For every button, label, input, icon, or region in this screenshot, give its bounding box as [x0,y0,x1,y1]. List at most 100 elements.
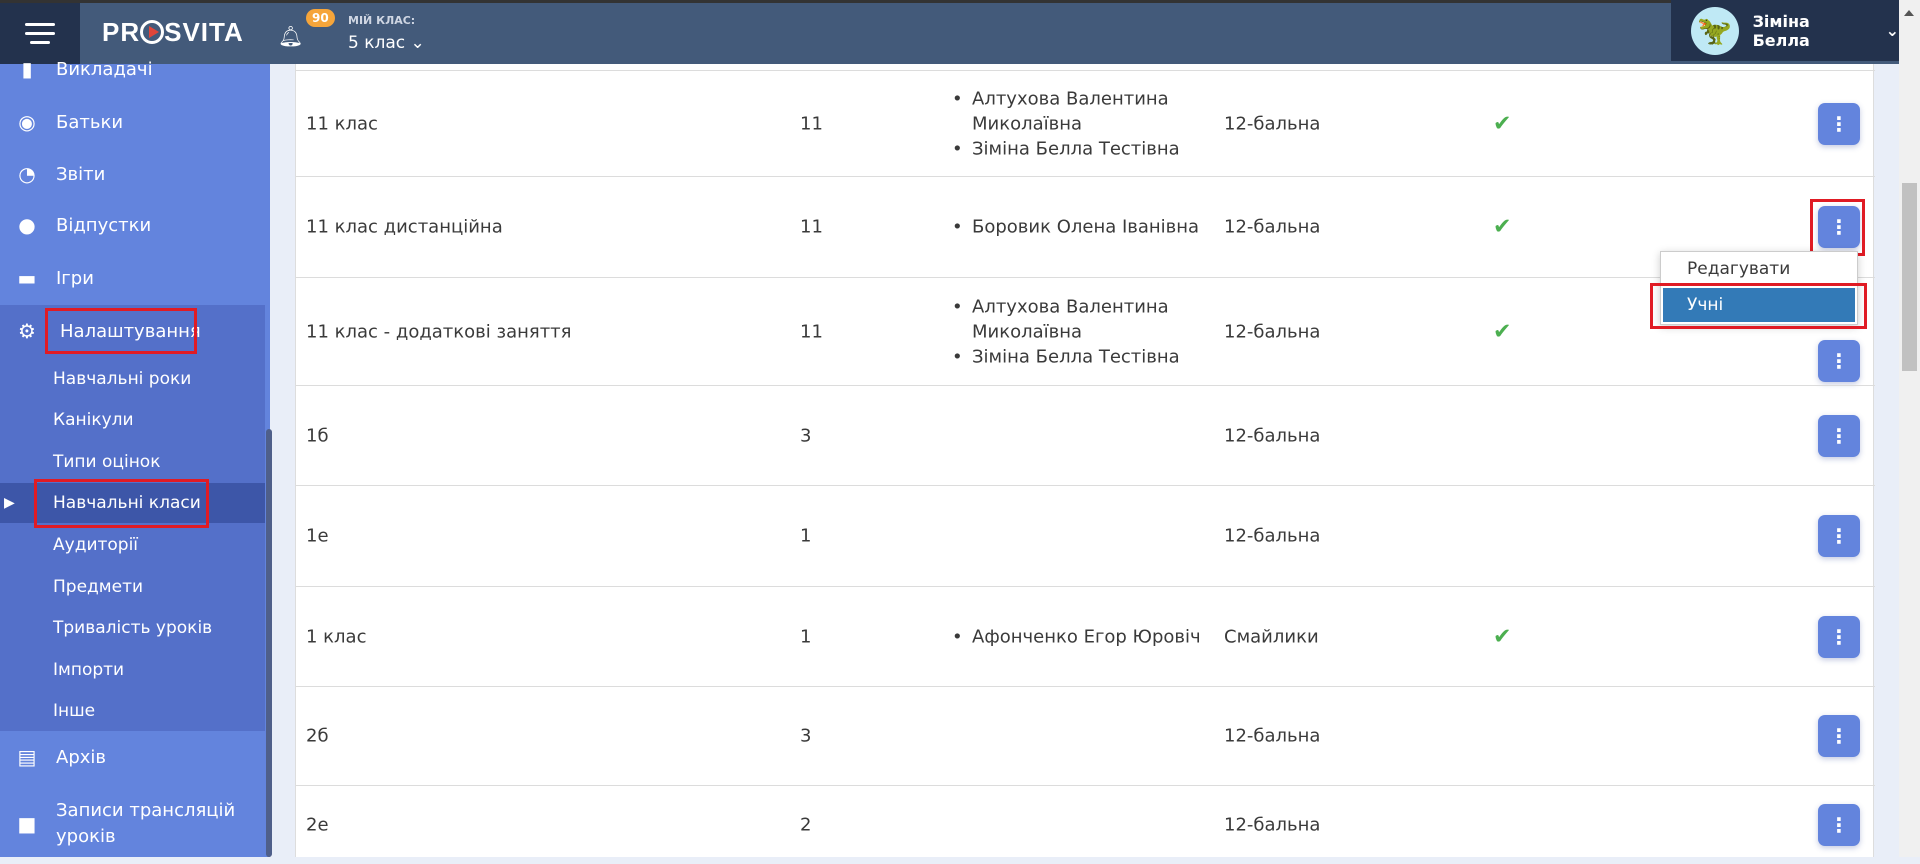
bell-icon[interactable]: 🔔︎ [278,24,304,48]
class-name: 1 клас [306,626,367,647]
row-actions-menu: Редагувати Учні [1660,251,1858,325]
sidebar-item-settings[interactable]: ⚙ Налаштування [0,313,265,349]
class-grade: 11 [800,216,823,238]
sidebar-sub-grade-types[interactable]: Типи оцінок [53,452,161,472]
table-row: 2е 2 12-бальна ⋮ [296,785,1875,864]
avatar: 🦖 [1691,6,1739,55]
teacher-name: Алтухова Валентина Миколаївна [950,294,1220,344]
chevron-down-icon: ⌄ [1885,21,1899,40]
sidebar-item-reports[interactable]: ◔ Звіти [0,156,265,192]
table-row: 11 клас 11 Алтухова Валентина Миколаївна… [296,70,1875,176]
menu-item-edit[interactable]: Редагувати [1687,259,1791,279]
class-grade: 1 [800,525,812,547]
grading-scale: 12-бальна [1224,814,1321,836]
class-grade: 11 [800,113,823,134]
tie-icon: ▮ [21,57,33,81]
class-name: 11 клас дистанційна [306,216,503,238]
row-actions-button[interactable]: ⋮ [1818,206,1860,248]
table-row: 2б 3 12-бальна ⋮ [296,686,1875,785]
archive-icon: ▤ [17,745,37,769]
teacher-name: Алтухова Валентина Миколаївна [950,86,1220,136]
class-name: 1б [306,425,329,446]
my-class-label: МІЙ КЛАС: [348,14,416,27]
sidebar-item-vacations[interactable]: ● Відпустки [0,207,265,243]
gamepad-icon: ▬ [17,266,37,290]
row-actions-button[interactable]: ⋮ [1818,414,1860,457]
teacher-name: Афонченко Егор Юровіч [950,624,1220,649]
sidebar-sub-rooms[interactable]: Аудиторії [53,535,139,555]
check-icon: ✔ [1493,111,1512,136]
table-row: 1 клас 1 Афонченко Егор Юровіч Смайлики … [296,586,1875,686]
notification-badge: 90 [306,9,335,27]
sidebar-item-teachers[interactable]: ▮ Викладачі [0,56,265,82]
teacher-name: Зіміна Белла Тестівна [950,344,1220,369]
sidebar-item-archive[interactable]: ▤ Архів [0,739,265,775]
class-name: 2е [306,814,329,836]
scroll-up-icon[interactable] [1904,10,1914,16]
grading-scale: 12-бальна [1224,113,1321,134]
sidebar-sub-holidays[interactable]: Канікули [53,410,134,430]
table-row: 11 клас - додаткові заняття 11 Алтухова … [296,277,1875,385]
user-circle-icon: ◉ [18,110,36,134]
class-grade: 3 [800,725,812,747]
sidebar-scrollbar[interactable] [266,429,272,857]
teachers-list: Алтухова Валентина МиколаївнаЗіміна Белл… [950,294,1220,369]
table-row: 1е 1 12-бальна ⋮ [296,485,1875,586]
sidebar-item-parents[interactable]: ◉ Батьки [0,104,265,140]
sidebar-sub-subjects[interactable]: Предмети [53,577,144,597]
class-name: 2б [306,725,329,747]
row-actions-button[interactable]: ⋮ [1818,340,1860,382]
video-camera-icon: ■ [17,812,37,836]
row-actions-button[interactable]: ⋮ [1818,804,1860,846]
logo[interactable]: PR SVITA [102,17,244,47]
sidebar-item-games[interactable]: ▬ Ігри [0,260,265,296]
menu-toggle-button[interactable] [0,3,80,64]
grading-scale: 12-бальна [1224,321,1321,342]
class-grade: 2 [800,814,812,836]
teachers-list: Афонченко Егор Юровіч [950,624,1220,649]
class-name: 11 клас - додаткові заняття [306,321,572,342]
grading-scale: 12-бальна [1224,725,1321,747]
sidebar-item-recordings[interactable]: ■ Записи трансляцій уроків [0,794,265,854]
table-row: 11 клас дистанційна 11 Боровик Олена Іва… [296,176,1875,277]
menu-item-students[interactable]: Учні [1663,288,1855,322]
circle-icon: ● [18,213,36,237]
teacher-name: Зіміна Белла Тестівна [950,136,1220,161]
class-name: 1е [306,525,329,547]
scrollbar-thumb[interactable] [1902,183,1917,371]
class-name: 11 клас [306,113,378,134]
user-name: Зіміна Белла [1752,11,1810,50]
top-bar: PR SVITA 🔔︎ 90 МІЙ КЛАС: 5 клас ⌄ [0,0,1899,64]
sidebar-sub-classes[interactable]: ▶ Навчальні класи [0,483,265,523]
gears-icon: ⚙ [18,319,36,343]
row-actions-button[interactable]: ⋮ [1818,615,1860,658]
class-grade: 1 [800,626,812,647]
my-class-select[interactable]: 5 клас ⌄ [348,33,425,53]
pie-chart-icon: ◔ [18,162,36,186]
page-scrollbar[interactable] [1899,0,1920,857]
sidebar-sub-lesson-duration[interactable]: Тривалість уроків [53,618,213,638]
sidebar-sub-academic-years[interactable]: Навчальні роки [53,369,192,389]
row-actions-button[interactable]: ⋮ [1818,715,1860,757]
teacher-name: Боровик Олена Іванівна [950,215,1220,240]
teachers-list: Алтухова Валентина МиколаївнаЗіміна Белл… [950,86,1220,161]
check-icon: ✔ [1493,214,1512,240]
teachers-list: Боровик Олена Іванівна [950,215,1220,240]
sidebar-sub-imports[interactable]: Імпорти [53,660,125,680]
sidebar: ▮ Викладачі ◉ Батьки ◔ Звіти ● Відпустки ▬ Іг… [0,57,272,857]
classes-table: 11 клас 11 Алтухова Валентина Миколаївна… [295,64,1875,857]
user-menu[interactable]: 🦖 Зіміна Белла ⌄ [1671,0,1899,61]
grading-scale: 12-бальна [1224,425,1321,446]
row-actions-button[interactable]: ⋮ [1818,102,1860,145]
caret-right-icon: ▶ [4,495,15,511]
grading-scale: 12-бальна [1224,525,1321,547]
grading-scale: Смайлики [1224,626,1319,647]
check-icon: ✔ [1493,319,1512,344]
table-row: 1б 3 12-бальна ⋮ [296,385,1875,485]
grading-scale: 12-бальна [1224,216,1321,238]
class-grade: 11 [800,321,823,342]
sidebar-sub-other[interactable]: Інше [53,701,96,721]
check-icon: ✔ [1493,624,1512,649]
class-grade: 3 [800,425,812,446]
row-actions-button[interactable]: ⋮ [1818,515,1860,557]
